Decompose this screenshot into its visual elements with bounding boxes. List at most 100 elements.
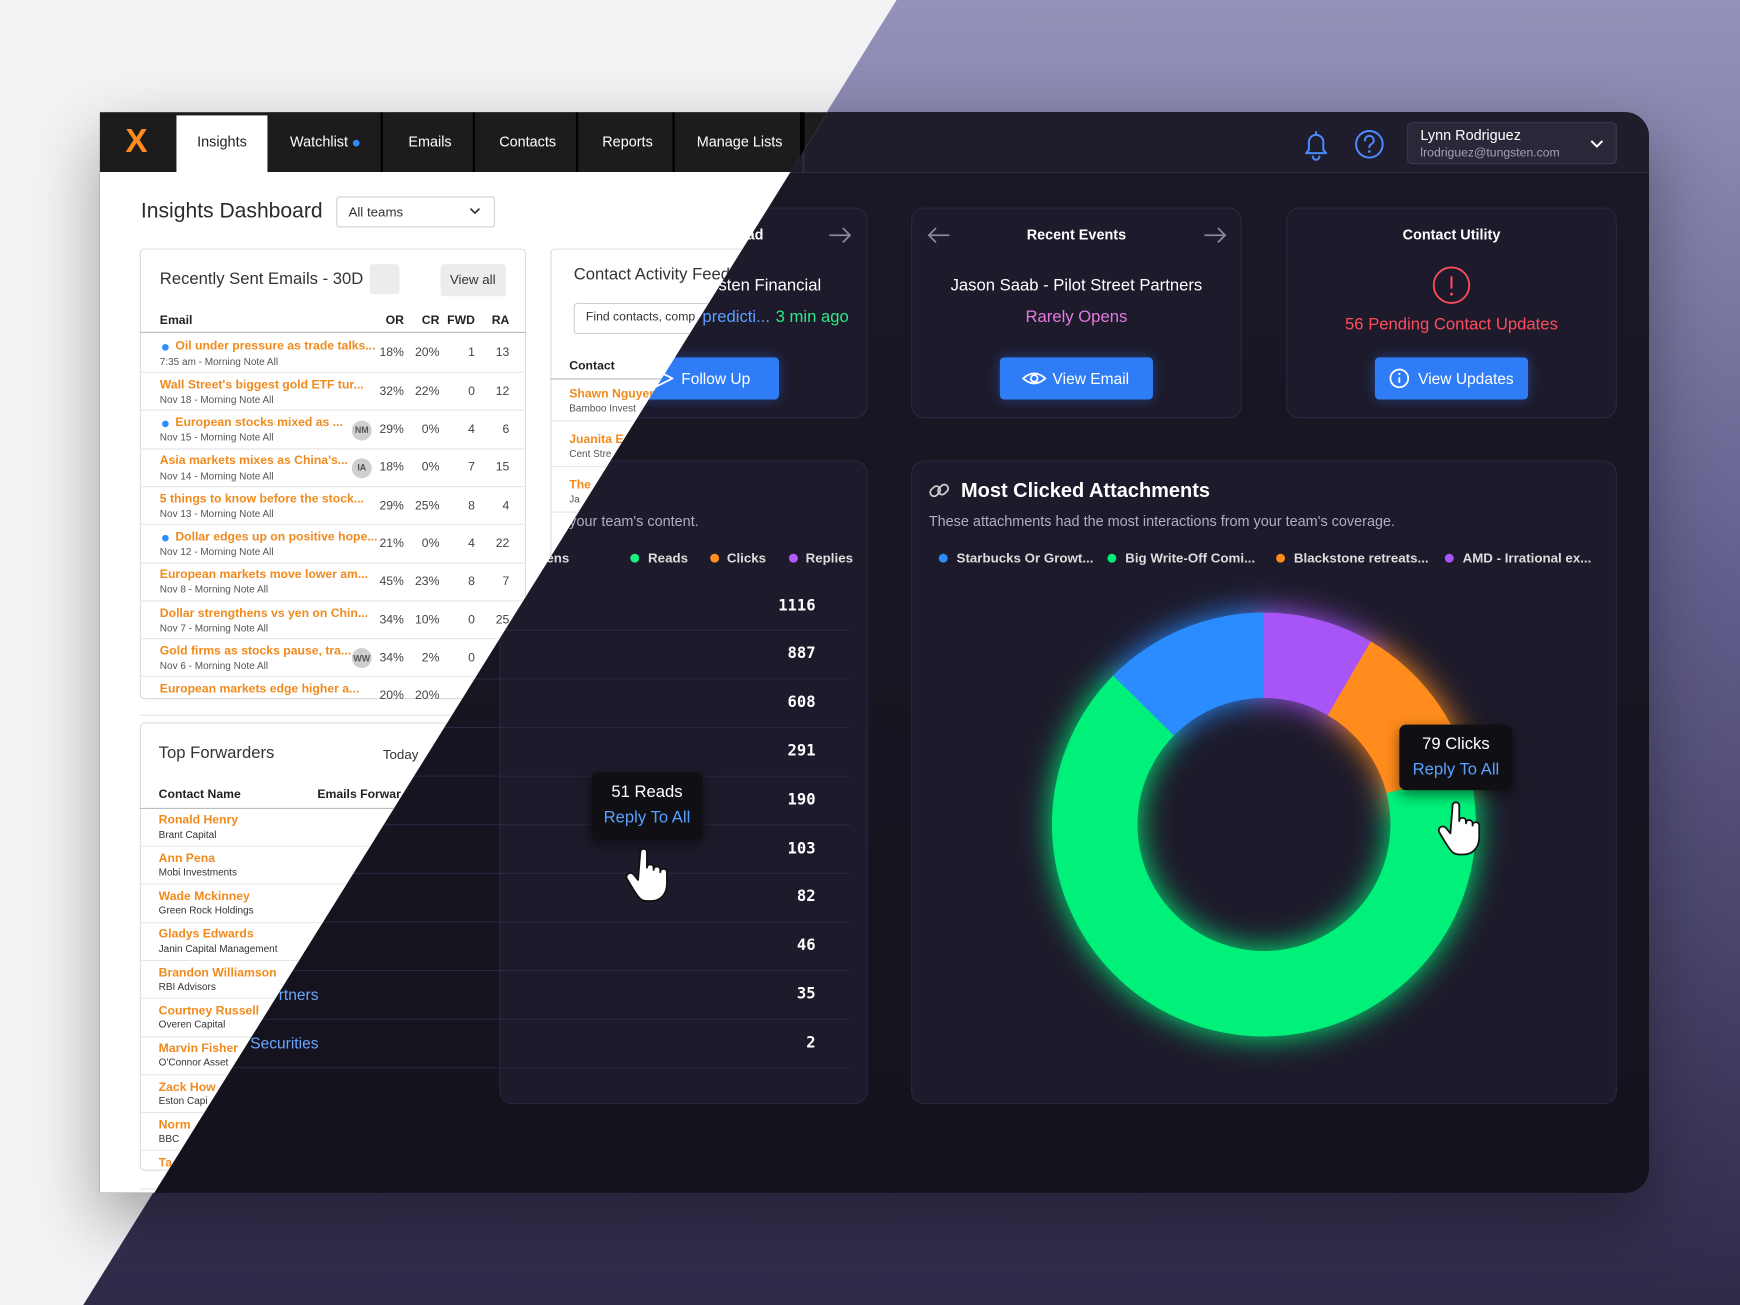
utility-message: 56 Pending Contact Updates <box>1345 315 1558 335</box>
unread-dot <box>162 420 169 427</box>
email-subject[interactable]: Dollar edges up on positive hope... <box>175 530 378 544</box>
row-divider <box>139 523 526 526</box>
email-metric: 7 <box>502 575 510 589</box>
email-subject[interactable]: European stocks mixed as ... <box>175 416 343 430</box>
contact-firm: Mobi Investments <box>158 866 237 878</box>
user-menu[interactable] <box>1407 122 1617 165</box>
nav-tab[interactable] <box>580 112 675 173</box>
email-metric: 32% <box>379 384 404 399</box>
legend-label: Blackstone retreats... <box>1293 550 1429 566</box>
contact-name[interactable]: Wade Mckinney <box>158 889 250 904</box>
contact-name[interactable]: Shawn Nguyen <box>569 387 657 402</box>
card-title: Top Forwarders <box>158 743 275 763</box>
row-total: 291 <box>787 742 816 761</box>
contact-name[interactable]: Ronald Henry <box>158 813 239 828</box>
author-badge-label: NM <box>354 424 369 435</box>
email-sent: Nov 14 - Morning Note All <box>159 469 274 482</box>
email-metric: 4 <box>468 422 475 437</box>
user-name: Lynn Rodriguez <box>1420 126 1521 144</box>
row-contact[interactable]: Securities <box>250 1034 319 1052</box>
legend-label: Replies <box>805 550 854 566</box>
contact-firm: Bamboo Invest <box>569 402 636 414</box>
email-subject[interactable]: Dollar strengthens vs yen on Chin... <box>159 606 369 620</box>
tooltip-action[interactable]: Reply To All <box>603 807 691 827</box>
email-metric: 10% <box>414 613 440 627</box>
email-subject[interactable]: European markets move lower am... <box>159 568 369 582</box>
view-all-button[interactable] <box>440 264 507 297</box>
team-dropdown[interactable] <box>336 196 495 228</box>
email-sent: 7:35 am - Morning Note All <box>159 355 279 367</box>
nav-tab[interactable] <box>268 112 383 173</box>
contact-name[interactable]: Gladys Edwards <box>158 928 254 942</box>
logo: X <box>125 123 148 160</box>
nav-tab[interactable] <box>176 115 268 173</box>
card-title: Recent Events <box>1026 226 1127 244</box>
contact-name[interactable]: The <box>569 478 591 493</box>
email-metric: 21% <box>379 536 404 551</box>
emails-card <box>139 248 526 700</box>
email-metric: 20% <box>379 689 404 703</box>
column-header: Contact <box>569 359 615 374</box>
email-metric: 4 <box>502 498 510 513</box>
column-header: Contact Name <box>158 788 241 802</box>
card-title: Contact Utility <box>1402 226 1501 244</box>
unread-dot <box>162 534 169 541</box>
contact-name[interactable]: Norm <box>158 1118 191 1132</box>
reads-tooltip <box>591 772 703 841</box>
email-metric: 22 <box>495 536 510 551</box>
event-status: Rarely Opens <box>1025 307 1128 327</box>
email-metric: 12 <box>495 384 510 399</box>
contact-name[interactable]: Ta <box>158 1156 173 1170</box>
email-subject[interactable]: Wall Street's biggest gold ETF tur... <box>159 378 364 392</box>
email-metric: 6 <box>502 422 510 437</box>
row-contact[interactable]: rtners <box>278 985 319 1004</box>
contact-name[interactable]: Ann Pena <box>158 851 215 866</box>
contact-firm: Janin Capital Management <box>158 942 278 954</box>
header-divider <box>139 807 606 809</box>
refresh-button[interactable] <box>369 264 400 295</box>
email-metric: 0% <box>421 460 440 475</box>
email-metric: 34% <box>379 651 404 665</box>
email-subject[interactable]: Oil under pressure as trade talks... <box>175 339 376 354</box>
column-header: OR <box>385 314 404 328</box>
notification-dot <box>352 139 359 147</box>
contact-name[interactable]: Marvin Fisher <box>158 1042 239 1056</box>
nav-tab-label: Manage Lists <box>696 133 783 151</box>
row-divider <box>139 485 526 488</box>
legend-label: AMD - Irrational ex... <box>1462 550 1592 566</box>
email-sent: Nov 8 - Morning Note All <box>159 584 269 596</box>
row-divider <box>139 562 526 564</box>
row-divider <box>139 371 526 373</box>
contact-name[interactable]: Zack How <box>158 1080 216 1094</box>
email-metric: 29% <box>379 498 404 513</box>
column-header: Emails Forwar <box>317 788 401 802</box>
email-subject[interactable]: Asia markets mixes as China's... <box>159 454 348 468</box>
view-all-label: View all <box>449 271 496 288</box>
contact-name[interactable]: Courtney Russell <box>158 1004 260 1018</box>
legend-label: Starbucks Or Growt... <box>956 550 1094 566</box>
nav-tab[interactable] <box>477 112 579 173</box>
email-sent: Nov 6 - Morning Note All <box>159 660 269 672</box>
row-divider <box>139 447 526 449</box>
header-divider <box>139 331 526 333</box>
button-label: View Updates <box>1418 369 1514 387</box>
email-subject[interactable]: European markets edge higher a... <box>159 682 360 696</box>
contact-name[interactable]: Juanita E <box>569 433 624 447</box>
nav-tab-label: Reports <box>602 133 653 151</box>
button-label: Follow Up <box>681 369 751 387</box>
period-label: Today <box>382 746 419 763</box>
nav-tab-edge <box>802 112 805 173</box>
tooltip-action[interactable]: Reply To All <box>1412 760 1500 780</box>
email-subject[interactable]: 5 things to know before the stock... <box>159 492 364 506</box>
contact-name[interactable]: Brandon Williamson <box>158 966 277 980</box>
event-link[interactable]: predicti... <box>702 307 770 327</box>
nav-tab[interactable] <box>676 112 803 173</box>
email-subject[interactable]: Gold firms as stocks pause, tra... <box>159 644 352 658</box>
email-metric: 29% <box>379 422 404 437</box>
nav-tab[interactable] <box>385 112 475 173</box>
button-label: View Email <box>1052 369 1130 387</box>
email-metric: 18% <box>379 460 404 475</box>
contact-firm: BBC <box>158 1132 180 1145</box>
card-subtitle: your team's content. <box>569 512 699 530</box>
